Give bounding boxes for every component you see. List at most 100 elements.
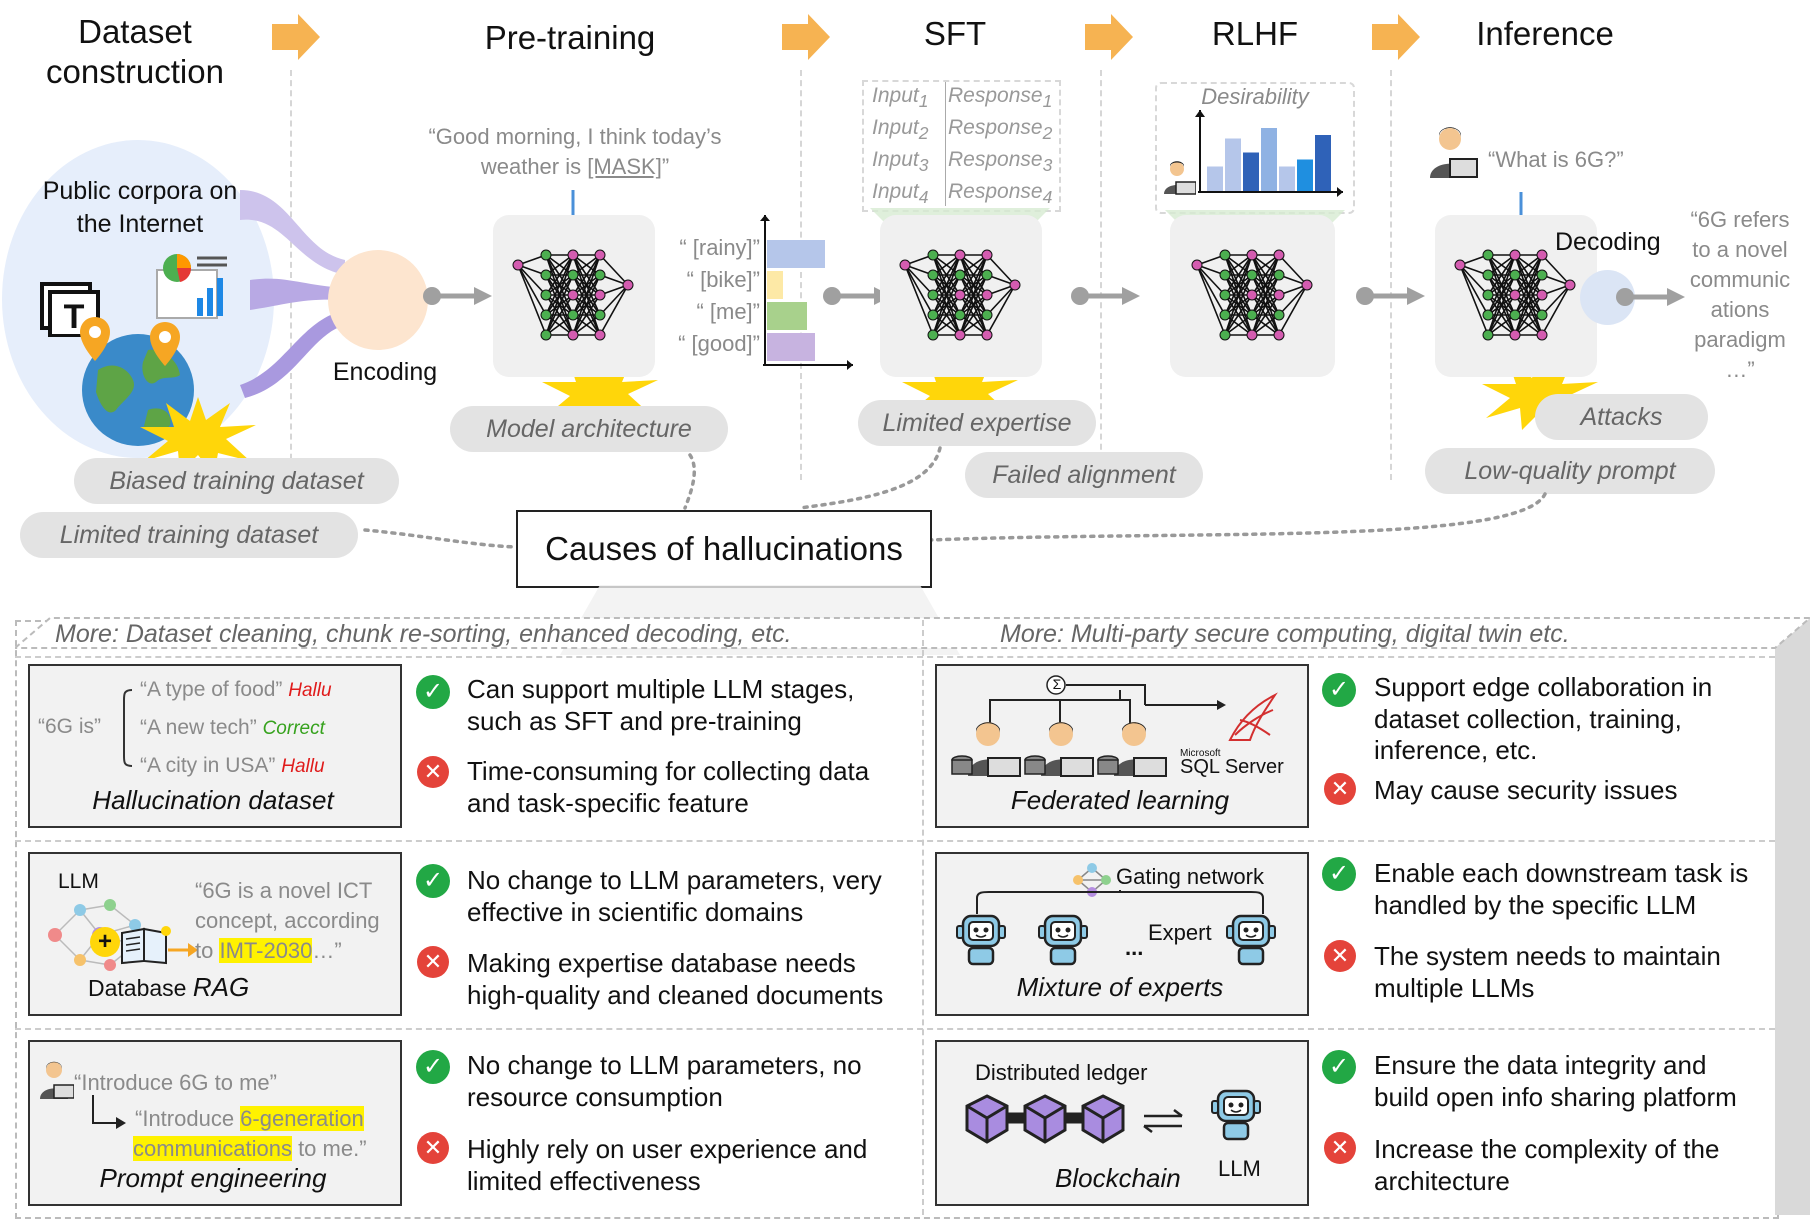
desirability-label: Desirability — [1201, 84, 1309, 109]
con-text: The system needs to maintain multiple LLM… — [1374, 941, 1721, 1003]
exchange-arrows-icon — [1143, 1109, 1183, 1133]
row-divider — [15, 840, 1775, 842]
expert-robot-icon — [1226, 914, 1276, 966]
rewrite-arrow-icon — [92, 1095, 126, 1129]
cause-failed-alignment: Failed alignment — [965, 452, 1203, 498]
gating-bracket — [976, 890, 1264, 914]
cause-biased-dataset: Biased training dataset — [74, 458, 399, 504]
client-person-icon — [1097, 722, 1167, 777]
con-cross-icon: ✕ — [1324, 940, 1356, 972]
distributed-ledger-label: Distributed ledger — [975, 1060, 1148, 1085]
flow-arrow-icon — [1616, 288, 1685, 306]
con-cross-icon: ✕ — [1324, 773, 1356, 805]
burst-icon — [902, 352, 1018, 430]
con-text: Making expertise database needs high-qual… — [467, 948, 884, 1010]
sql-server-logo-icon — [1228, 692, 1278, 741]
con-text: Time-consuming for collecting data and ta… — [467, 756, 870, 818]
gating-network-label: Gating network — [1116, 864, 1264, 889]
book-icon — [121, 926, 171, 965]
stage-divider — [1390, 70, 1392, 480]
row-divider — [15, 1028, 1775, 1030]
stage-arrow-icon — [1085, 14, 1133, 60]
row-divider — [15, 656, 1775, 658]
sft-table-rows: Input1 Response1 Input2 Response2 Input3 Re… — [872, 84, 1053, 208]
flow-arrow-icon — [1071, 287, 1140, 305]
column-divider — [922, 620, 924, 1215]
stage-arrow-icon — [1372, 14, 1420, 60]
pro-text: Ensure the data integrity and build open … — [1374, 1050, 1737, 1112]
pro-check-icon: ✓ — [1322, 1050, 1356, 1084]
pro-text: Enable each downstream task is handled by… — [1374, 858, 1749, 920]
decoding-label: Decoding — [1555, 228, 1661, 256]
stage-arrow-icon — [272, 14, 320, 60]
chart-document-icon — [156, 254, 227, 319]
stage-pretraining: Pre-training — [484, 19, 656, 56]
panel-caption: Prompt engineering — [99, 1163, 327, 1193]
flow-arrow-icon — [423, 287, 492, 305]
neural-network-icon — [512, 249, 634, 341]
client-person-icon — [1024, 722, 1094, 777]
blockchain-llm-label: LLM — [1218, 1156, 1261, 1181]
cause-attacks: Attacks — [1535, 394, 1708, 440]
gating-network-icon — [1073, 863, 1111, 897]
panel-caption: Blockchain — [1055, 1163, 1181, 1193]
burst-icon — [1482, 354, 1598, 432]
pro-check-icon: ✓ — [1322, 857, 1356, 891]
stage-divider — [800, 70, 802, 480]
hallucination-dataset-panel — [28, 664, 402, 828]
llm-robot-icon — [1211, 1089, 1261, 1141]
con-text: Highly rely on user experience and limite… — [467, 1134, 868, 1196]
candidate-tokens: “ [rainy]” “ [bike]” “ [me]” “ [good]” — [678, 235, 760, 356]
rag-quote: “6G is a novel ICT concept, according to… — [195, 878, 380, 963]
pro-check-icon: ✓ — [416, 864, 450, 898]
desirability-bar-chart — [1195, 110, 1343, 197]
expert-label: Expert — [1148, 920, 1212, 945]
pro-text: Can support multiple LLM stages, such as … — [467, 674, 855, 736]
pro-check-icon: ✓ — [416, 675, 450, 709]
plus-icon: + — [90, 927, 120, 957]
location-pin-icon — [150, 322, 180, 366]
encoding-node — [328, 250, 428, 350]
stage-arrow-icon — [782, 14, 830, 60]
llm-label: LLM — [58, 870, 99, 893]
expert-ellipsis: ... — [1125, 935, 1144, 960]
panel-caption: Federated learning — [1010, 785, 1230, 815]
burst-icon — [542, 352, 658, 430]
corpora-label: Public corpora on the Internet — [42, 177, 238, 238]
data-flow-shape — [240, 190, 345, 398]
stage-dataset-construction: Dataset construction — [46, 13, 224, 90]
stage-inference: Inference — [1476, 15, 1614, 52]
federated-learning-panel — [935, 664, 1309, 828]
con-cross-icon: ✕ — [1324, 1132, 1356, 1164]
con-text: May cause security issues — [1374, 775, 1678, 805]
expert-robot-icon — [1038, 914, 1088, 966]
answer-quote: “6G refers to a novel communic ations pa… — [1689, 207, 1791, 382]
stage-divider — [290, 70, 292, 480]
person-laptop-icon — [1164, 161, 1196, 195]
sigma-symbol: Σ — [1052, 676, 1062, 692]
encoding-label: Encoding — [332, 358, 438, 386]
hallu-option-1: “A type of food” Hallu — [140, 678, 332, 701]
blockchain-icon — [965, 1094, 1125, 1144]
bracket-shape — [123, 689, 133, 767]
mask-quote: “Good morning, I think today’s weather i… — [428, 124, 722, 179]
stage-divider — [1100, 70, 1102, 480]
flow-arrow-icon — [1356, 287, 1425, 305]
sft-table-divider — [945, 82, 946, 206]
cause-low-quality-prompt: Low-quality prompt — [1425, 448, 1715, 494]
pro-text: Support edge collaboration in dataset col… — [1374, 672, 1713, 766]
con-cross-icon: ✕ — [417, 756, 449, 788]
hallu-option-3: “A city in USA” Hallu — [140, 754, 325, 777]
cause-limited-expertise: Limited expertise — [858, 400, 1096, 446]
neural-network-icon — [899, 249, 1021, 341]
question-quote: “What is 6G?” — [1488, 147, 1624, 172]
prompt-original: “Introduce 6G to me” — [74, 1070, 277, 1095]
pro-check-icon: ✓ — [1322, 673, 1356, 707]
more-left: More: Dataset cleaning, chunk re-sorting… — [55, 620, 792, 648]
cause-model-architecture: Model architecture — [450, 406, 728, 452]
rag-panel — [28, 852, 402, 1016]
con-cross-icon: ✕ — [417, 1132, 449, 1164]
burst-icon — [140, 397, 256, 475]
six-g-is-lead: “6G is” — [38, 715, 101, 738]
con-cross-icon: ✕ — [417, 946, 449, 978]
